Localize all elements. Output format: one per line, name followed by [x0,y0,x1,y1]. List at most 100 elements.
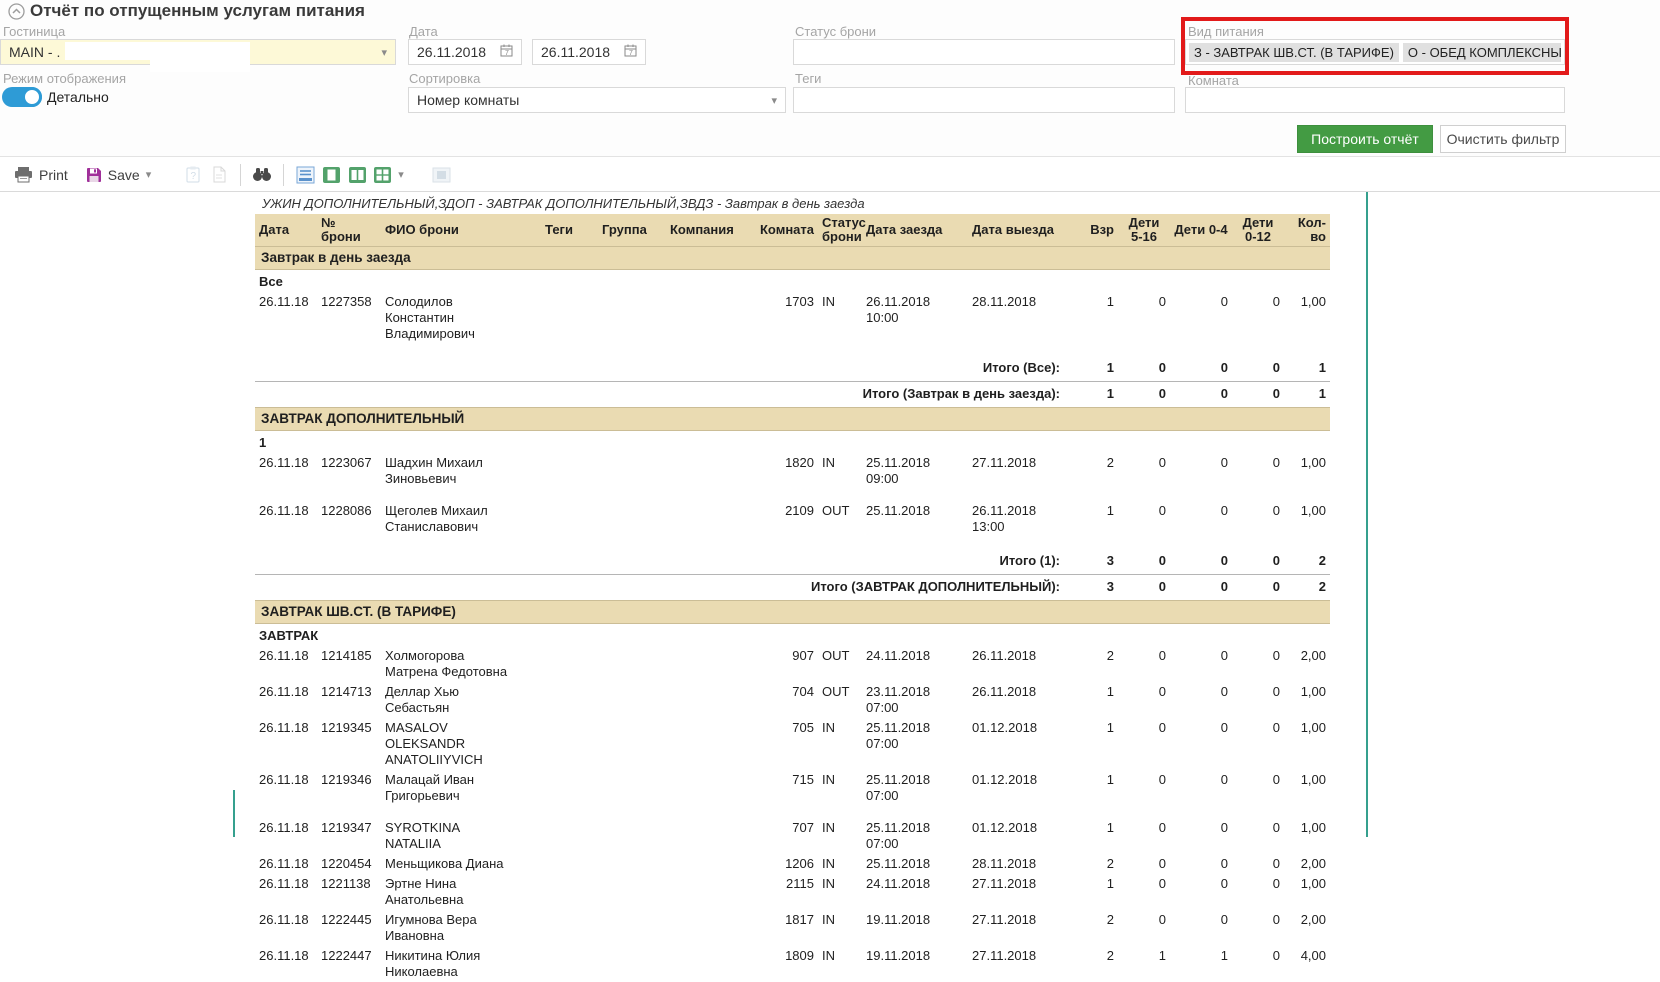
column-header: Дата выезда [968,214,1068,247]
single-page-view-icon[interactable] [321,165,341,185]
table-cell: 1,00 [1284,770,1330,806]
total-value: 0 [1170,575,1232,601]
total-value: 0 [1170,356,1232,382]
table-cell: 1219345 [317,718,381,770]
spacer-row [255,489,1330,501]
table-cell: 26.11.2018 10:00 [862,292,968,344]
meal-type-chips: З - ЗАВТРАК ШВ.СТ. (В ТАРИФЕ)О - ОБЕД КО… [1189,43,1561,62]
table-cell: 0 [1118,770,1170,806]
total-value: 0 [1232,575,1284,601]
total-value: 1 [1284,356,1330,382]
table-cell: 1 [1068,292,1118,344]
meal-chip[interactable]: О - ОБЕД КОМПЛЕКСНЫЙ (В [1403,43,1561,62]
tags-input[interactable] [793,87,1175,113]
table-cell: 1227358 [317,292,381,344]
table-cell: 26.11.18 [255,718,317,770]
save-button[interactable]: Save ▾ [80,164,157,186]
svg-text:7: 7 [505,50,509,57]
table-cell: OUT [818,646,862,682]
toolbar-separator [240,164,241,186]
table-cell: Солодилов Константин Владимирович [381,292,520,344]
table-cell [598,874,666,910]
table-cell: 0 [1170,501,1232,537]
meal-chip[interactable]: З - ЗАВТРАК ШВ.СТ. (В ТАРИФЕ) [1189,43,1399,62]
column-header: Статус брони [818,214,862,247]
table-cell: 1214185 [317,646,381,682]
calendar-icon: 7 [500,44,513,60]
spacer-row [255,806,1330,818]
date-from-input[interactable]: 26.11.2018 7 [408,39,522,65]
total-value: 0 [1232,549,1284,575]
build-report-button[interactable]: Построить отчёт [1297,125,1433,153]
table-cell [598,682,666,718]
group-name: ЗАВТРАК [255,624,1330,647]
print-button[interactable]: Print [8,164,74,186]
clear-filter-button[interactable]: Очистить фильтр [1440,125,1566,153]
table-cell: 2,00 [1284,854,1330,874]
facing-pages-view-icon[interactable] [347,165,367,185]
table-cell: 2,00 [1284,910,1330,946]
meal-type-input[interactable]: З - ЗАВТРАК ШВ.СТ. (В ТАРИФЕ)О - ОБЕД КО… [1185,39,1565,65]
room-input[interactable] [1185,87,1565,113]
table-cell: 2115 [754,874,818,910]
chevron-down-icon: ▾ [771,94,777,107]
table-cell: 0 [1170,770,1232,806]
table-cell: 1223067 [317,453,381,489]
table-cell: 0 [1170,874,1232,910]
table-cell: 1220454 [317,854,381,874]
table-cell: 0 [1170,718,1232,770]
table-cell: 26.11.18 [255,682,317,718]
table-cell [520,818,598,854]
redaction-overlay [150,58,250,72]
table-cell: Игумнова Вера Ивановна [381,910,520,946]
table-cell: 0 [1232,292,1284,344]
table-cell: Щеголев Михаил Станиславович [381,501,520,537]
table-cell: 1228086 [317,501,381,537]
table-cell: IN [818,874,862,910]
table-cell: 1 [1068,718,1118,770]
export-document-icon[interactable] [209,165,229,185]
find-icon[interactable] [252,165,272,185]
chevron-down-icon: ▾ [381,46,387,59]
total-value: 3 [1068,575,1118,601]
spacer-row [255,537,1330,549]
table-cell: 1 [1068,874,1118,910]
table-cell [598,718,666,770]
multi-page-view-button[interactable]: ▾ [373,166,404,184]
table-cell: SYROTKINA NATALIIA [381,818,520,854]
table-cell [598,854,666,874]
table-cell: 0 [1170,854,1232,874]
table-cell: 26.11.18 [255,646,317,682]
table-cell [520,718,598,770]
table-cell: 26.11.18 [255,818,317,854]
table-cell: 24.11.2018 [862,874,968,910]
report-legend: УЖИН ДОПОЛНИТЕЛЬНЫЙ,ЗДОП - ЗАВТРАК ДОПОЛ… [262,196,865,211]
table-cell: 0 [1232,854,1284,874]
table-cell: 0 [1118,854,1170,874]
printer-icon [14,167,33,183]
meal-type-label: Вид питания [1188,24,1264,39]
collapse-panel-icon[interactable] [8,3,25,20]
table-cell: 1 [1068,818,1118,854]
text-view-icon[interactable] [295,165,315,185]
table-cell [666,453,754,489]
display-mode-toggle[interactable] [2,87,42,107]
table-cell: 1703 [754,292,818,344]
calendar-icon: 7 [624,44,637,60]
page-title: Отчёт по отпущенным услугам питания [30,1,365,21]
table-cell: 2 [1068,910,1118,946]
clipboard-question-icon[interactable]: ? [183,165,203,185]
total-value: 0 [1118,382,1170,408]
table-cell: 26.11.18 [255,453,317,489]
column-header: Дети 0-12 [1232,214,1284,247]
table-cell: IN [818,770,862,806]
page-width-view-icon[interactable] [432,165,452,185]
table-cell: Шадхин Михаил Зиновьевич [381,453,520,489]
table-cell: 1 [1068,501,1118,537]
booking-status-input[interactable] [793,39,1175,65]
table-cell: 0 [1170,682,1232,718]
sorting-select[interactable]: Номер комнаты ▾ [408,87,786,113]
date-to-input[interactable]: 26.11.2018 7 [532,39,646,65]
